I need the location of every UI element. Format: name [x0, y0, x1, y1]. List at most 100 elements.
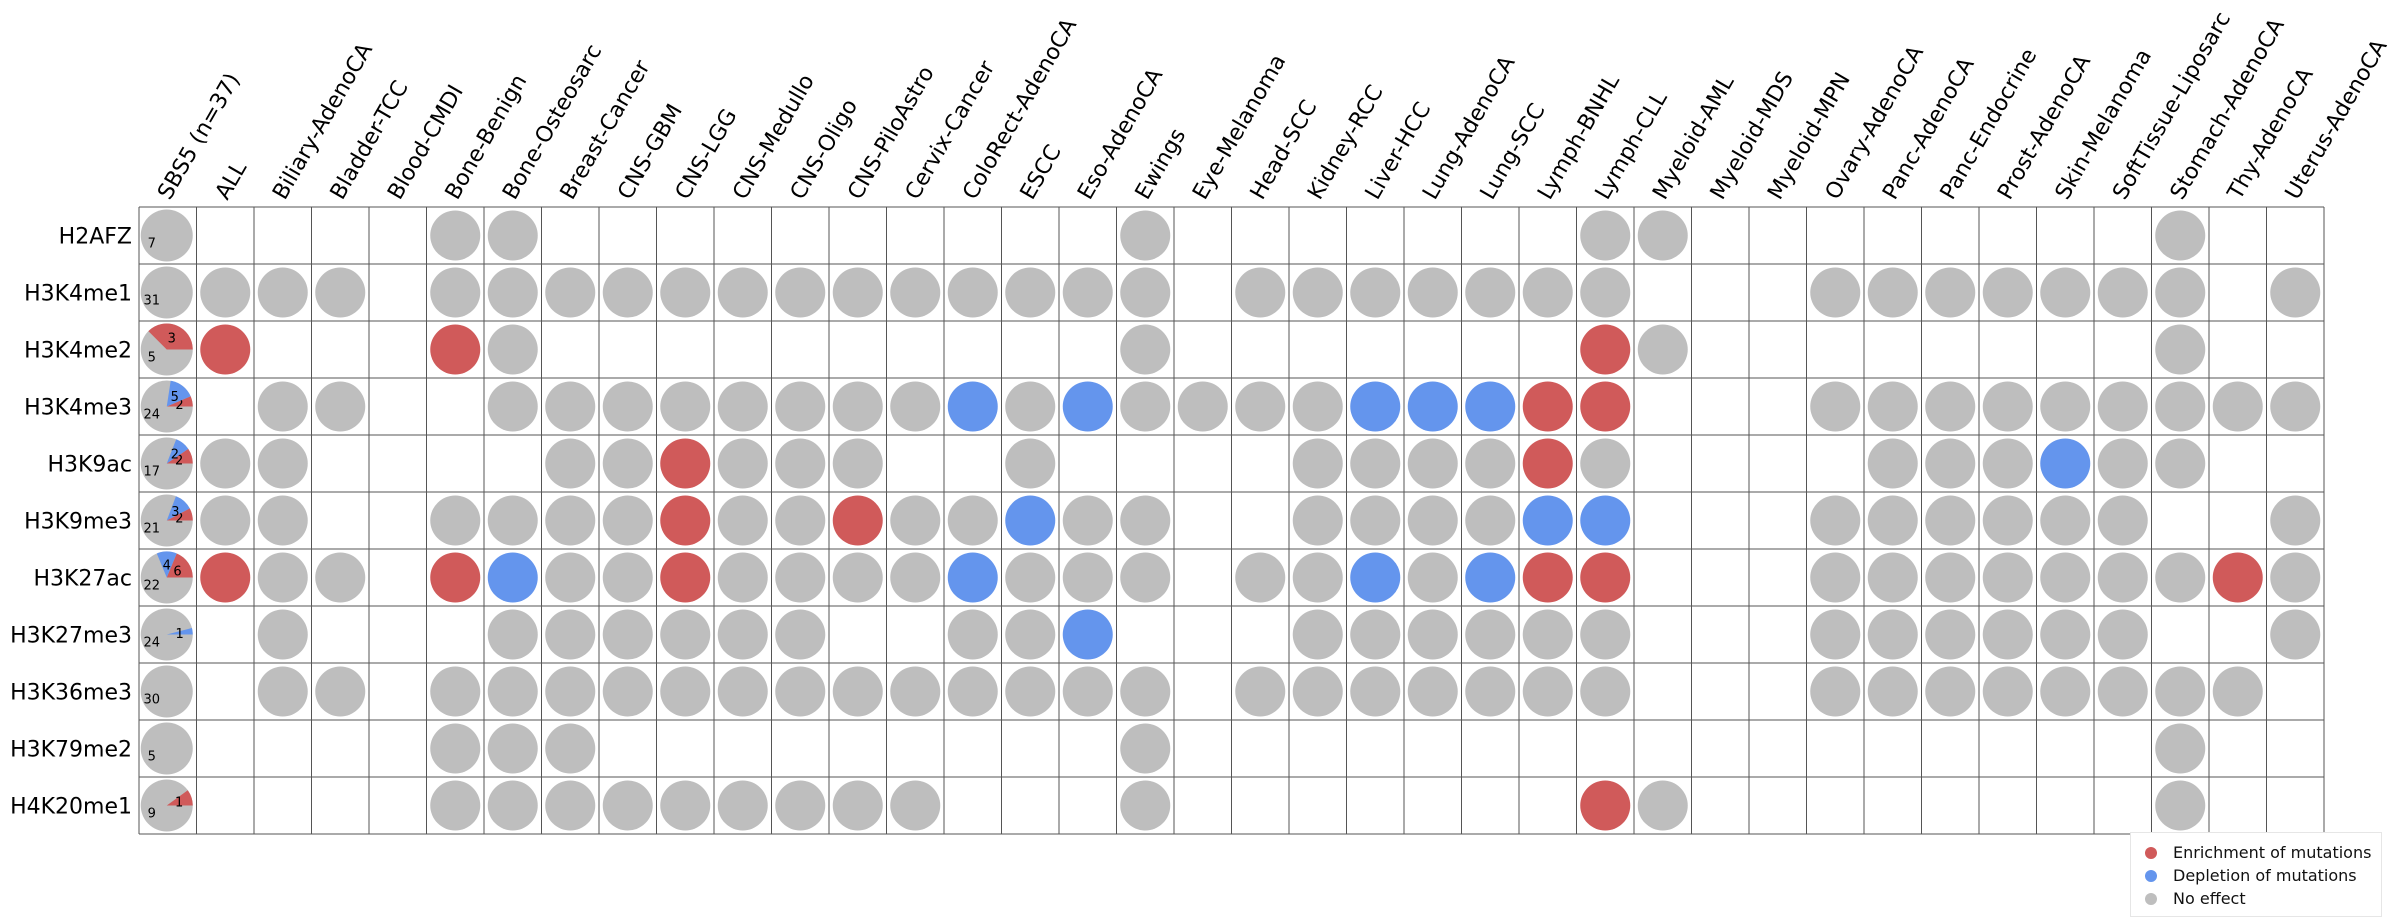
cell-h3k4me3-bladder-tcc — [315, 381, 366, 432]
summary-pie-depletion-label: 5 — [171, 390, 179, 405]
cell-h3k27ac-escc — [1005, 552, 1056, 603]
cell-h4k20me1-ewings — [1120, 780, 1171, 831]
cell-h3k79me2-bone-osteosarc — [487, 723, 538, 774]
cell-h3k4me3-lung-adenoca — [1407, 381, 1458, 432]
cell-h3k4me1-lung-scc — [1465, 267, 1516, 318]
cell-h3k9me3-bone-benign — [430, 495, 481, 546]
summary-pie-depletion — [166, 380, 191, 407]
cell-h3k9ac-kidney-rcc — [1292, 438, 1343, 489]
cell-h3k4me1-lymph-bnhl — [1522, 267, 1573, 318]
cell-h3k36me3-head-scc — [1235, 666, 1286, 717]
summary-pie-enrichment — [166, 553, 193, 578]
cell-h3k4me3-escc — [1005, 381, 1056, 432]
row-label-h2afz: H2AFZ — [59, 225, 132, 250]
cell-h3k4me3-stomach-adenoca — [2155, 381, 2206, 432]
cell-h3k4me3-eye-melanoma — [1177, 381, 1228, 432]
cell-h3k9me3-lung-adenoca — [1407, 495, 1458, 546]
legend-marker-no-effect — [2145, 892, 2157, 905]
cell-h3k9me3-all — [200, 495, 251, 546]
cell-h3k4me1-stomach-adenoca — [2155, 267, 2206, 318]
cell-h3k27ac-cns-gbm — [602, 552, 653, 603]
cell-h3k4me1-bladder-tcc — [315, 267, 366, 318]
cell-h3k4me3-lymph-bnhl — [1522, 381, 1573, 432]
cell-h3k79me2-stomach-adenoca — [2155, 723, 2206, 774]
cell-h3k27ac-bladder-tcc — [315, 552, 366, 603]
cell-h3k4me3-panc-adenoca — [1867, 381, 1918, 432]
cell-h3k4me1-lymph-cll — [1580, 267, 1631, 318]
cell-h4k20me1-cns-piloastro — [832, 780, 883, 831]
cell-h3k4me1-breast-cancer — [545, 267, 596, 318]
cell-h3k4me1-softtissue-liposarc — [2097, 267, 2148, 318]
cell-h3k4me1-escc — [1005, 267, 1056, 318]
cell-h3k4me1-ewings — [1120, 267, 1171, 318]
cell-h2afz-stomach-adenoca — [2155, 210, 2206, 261]
cell-h3k27ac-cervix-cancer — [890, 552, 941, 603]
summary-pie-depletion-label: 1 — [176, 627, 184, 642]
summary-pie-no-effect-label: 17 — [143, 465, 160, 480]
cell-h3k27me3-biliary-adenoca — [257, 609, 308, 660]
summary-pie-no-effect-label: 5 — [148, 351, 156, 366]
cell-h3k79me2-bone-benign — [430, 723, 481, 774]
cell-h3k9ac-lung-adenoca — [1407, 438, 1458, 489]
cell-h3k27me3-lymph-bnhl — [1522, 609, 1573, 660]
cell-h2afz-bone-benign — [430, 210, 481, 261]
cell-h3k4me1-kidney-rcc — [1292, 267, 1343, 318]
cell-h3k27me3-cns-gbm — [602, 609, 653, 660]
cell-h3k27me3-colorect-adenoca — [947, 609, 998, 660]
cell-h3k27me3-lung-adenoca — [1407, 609, 1458, 660]
summary-pie-enrichment-label: 2 — [175, 511, 183, 526]
summary-pie-no-effect — [140, 266, 193, 319]
cell-h3k4me3-ovary-adenoca — [1810, 381, 1861, 432]
row-label-h3k4me1: H3K4me1 — [24, 282, 132, 307]
cell-h3k27ac-uterus-adenoca — [2270, 552, 2321, 603]
cell-h3k4me3-uterus-adenoca — [2270, 381, 2321, 432]
row-label-h3k36me3: H3K36me3 — [10, 681, 132, 706]
cell-h3k9me3-cervix-cancer — [890, 495, 941, 546]
cell-h3k27ac-head-scc — [1235, 552, 1286, 603]
cell-h3k27ac-cns-oligo — [775, 552, 826, 603]
cell-h3k9me3-cns-oligo — [775, 495, 826, 546]
cell-h3k27ac-bone-osteosarc — [487, 552, 538, 603]
summary-pie-enrichment — [166, 448, 193, 464]
cell-h3k36me3-prost-adenoca — [1982, 666, 2033, 717]
cell-h3k4me3-eso-adenoca — [1062, 381, 1113, 432]
cell-h3k4me1-cns-piloastro — [832, 267, 883, 318]
legend-item-depletion: Depletion of mutations — [2131, 864, 2381, 887]
legend-label-depletion: Depletion of mutations — [2173, 866, 2357, 885]
cell-h3k9me3-breast-cancer — [545, 495, 596, 546]
cell-h3k36me3-softtissue-liposarc — [2097, 666, 2148, 717]
summary-pie-no-effect-label: 7 — [148, 237, 156, 252]
summary-pie-depletion — [166, 439, 189, 464]
column-label-uterus-adenoca: Uterus-AdenoCA — [2281, 35, 2393, 204]
cell-h2afz-myeloid-aml — [1637, 210, 1688, 261]
cell-h3k4me1-lung-adenoca — [1407, 267, 1458, 318]
row-label-h3k79me2: H3K79me2 — [10, 738, 132, 763]
summary-pie-no-effect — [140, 209, 193, 262]
cell-h3k4me3-lymph-cll — [1580, 381, 1631, 432]
cell-h3k27me3-panc-adenoca — [1867, 609, 1918, 660]
cell-h3k27ac-kidney-rcc — [1292, 552, 1343, 603]
summary-pie-no-effect — [140, 722, 193, 775]
cell-h3k4me1-uterus-adenoca — [2270, 267, 2321, 318]
cell-h3k9ac-escc — [1005, 438, 1056, 489]
cell-h3k4me3-prost-adenoca — [1982, 381, 2033, 432]
cell-h3k4me3-colorect-adenoca — [947, 381, 998, 432]
cell-h3k27me3-liver-hcc — [1350, 609, 1401, 660]
summary-pie-no-effect-label: 30 — [143, 693, 160, 708]
cell-h3k4me1-eso-adenoca — [1062, 267, 1113, 318]
summary-pie-enrichment — [166, 396, 193, 407]
cell-h4k20me1-bone-benign — [430, 780, 481, 831]
row-label-h3k9ac: H3K9ac — [47, 453, 132, 478]
cell-h4k20me1-lymph-cll — [1580, 780, 1631, 831]
cell-h4k20me1-stomach-adenoca — [2155, 780, 2206, 831]
cell-h4k20me1-cns-medullo — [717, 780, 768, 831]
cell-h3k27me3-kidney-rcc — [1292, 609, 1343, 660]
summary-pie-depletion-label: 2 — [171, 447, 179, 462]
cell-h3k9ac-cns-piloastro — [832, 438, 883, 489]
cell-h3k27ac-bone-benign — [430, 552, 481, 603]
cell-h3k27ac-ovary-adenoca — [1810, 552, 1861, 603]
cell-h3k27ac-cns-medullo — [717, 552, 768, 603]
row-label-h3k4me3: H3K4me3 — [24, 396, 132, 421]
cell-h3k27me3-uterus-adenoca — [2270, 609, 2321, 660]
cell-h3k9me3-kidney-rcc — [1292, 495, 1343, 546]
